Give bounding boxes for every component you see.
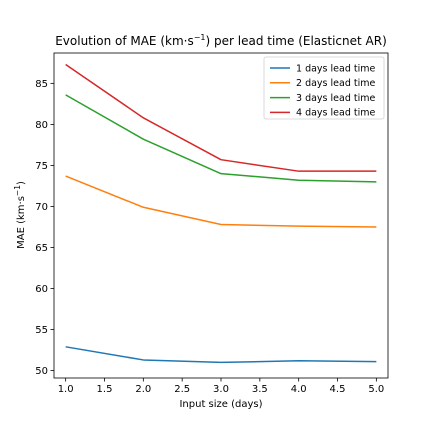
series-line-2 <box>65 175 377 228</box>
y-tick-label: 60 <box>35 284 48 295</box>
x-axis: 1.0 1.5 2.0 2.5 3.0 3.5 4.0 4.5 5.0 <box>58 378 384 395</box>
legend-box <box>263 56 385 120</box>
chart-title: Evolution of MAE (km·s−1) per lead time … <box>55 33 387 48</box>
y-axis: 50 55 60 65 70 75 80 85 <box>35 79 54 377</box>
x-tick-label: 3.5 <box>252 384 268 395</box>
x-tick-label: 4.5 <box>330 384 346 395</box>
y-tick-label: 65 <box>35 243 48 254</box>
legend-label: 4 days lead time <box>296 108 375 119</box>
x-tick-label: 5.0 <box>368 384 384 395</box>
y-tick-label: 55 <box>35 325 48 336</box>
series-line-3 <box>65 94 377 183</box>
y-axis-label: MAE (km·s−1) <box>13 181 27 249</box>
y-tick-label: 85 <box>35 79 48 90</box>
x-tick-label: 1.0 <box>58 384 74 395</box>
legend-label: 2 days lead time <box>296 78 375 89</box>
y-tick-label: 75 <box>35 161 48 172</box>
legend-label: 3 days lead time <box>296 93 375 104</box>
x-tick-label: 2.5 <box>174 384 190 395</box>
legend: 1 days lead time 2 days lead time 3 days l… <box>263 56 385 120</box>
y-tick-label: 50 <box>35 366 48 377</box>
series-line-4 <box>65 63 377 172</box>
x-tick-label: 4.0 <box>291 384 307 395</box>
y-tick-label: 70 <box>35 202 48 213</box>
x-tick-label: 3.0 <box>213 384 229 395</box>
series-group <box>65 63 377 364</box>
x-tick-label: 2.0 <box>135 384 151 395</box>
x-tick-label: 1.5 <box>97 384 113 395</box>
y-tick-label: 80 <box>35 120 48 131</box>
series-line-1 <box>65 346 377 364</box>
x-axis-label: Input size (days) <box>179 399 262 410</box>
legend-label: 1 days lead time <box>296 63 375 74</box>
